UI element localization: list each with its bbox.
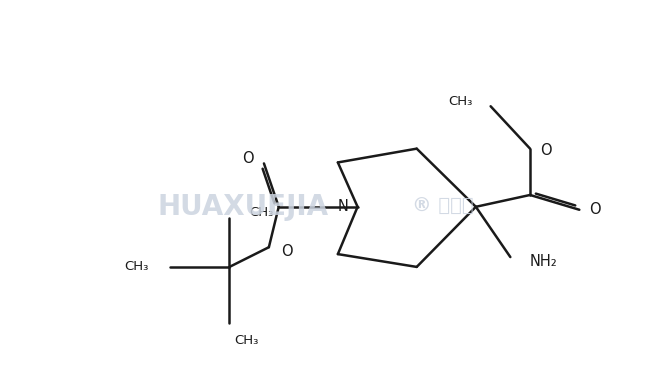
Text: O: O	[540, 143, 551, 158]
Text: O: O	[589, 202, 600, 217]
Text: CH₃: CH₃	[124, 261, 148, 273]
Text: CH₃: CH₃	[235, 334, 259, 347]
Text: CH₃: CH₃	[249, 206, 273, 219]
Text: HUAXUEJIA: HUAXUEJIA	[158, 193, 328, 221]
Text: N: N	[338, 199, 349, 214]
Text: NH₂: NH₂	[530, 254, 558, 269]
Text: CH₃: CH₃	[449, 95, 473, 108]
Text: O: O	[281, 244, 292, 259]
Text: O: O	[242, 151, 254, 166]
Text: ® 化学加: ® 化学加	[412, 197, 474, 216]
